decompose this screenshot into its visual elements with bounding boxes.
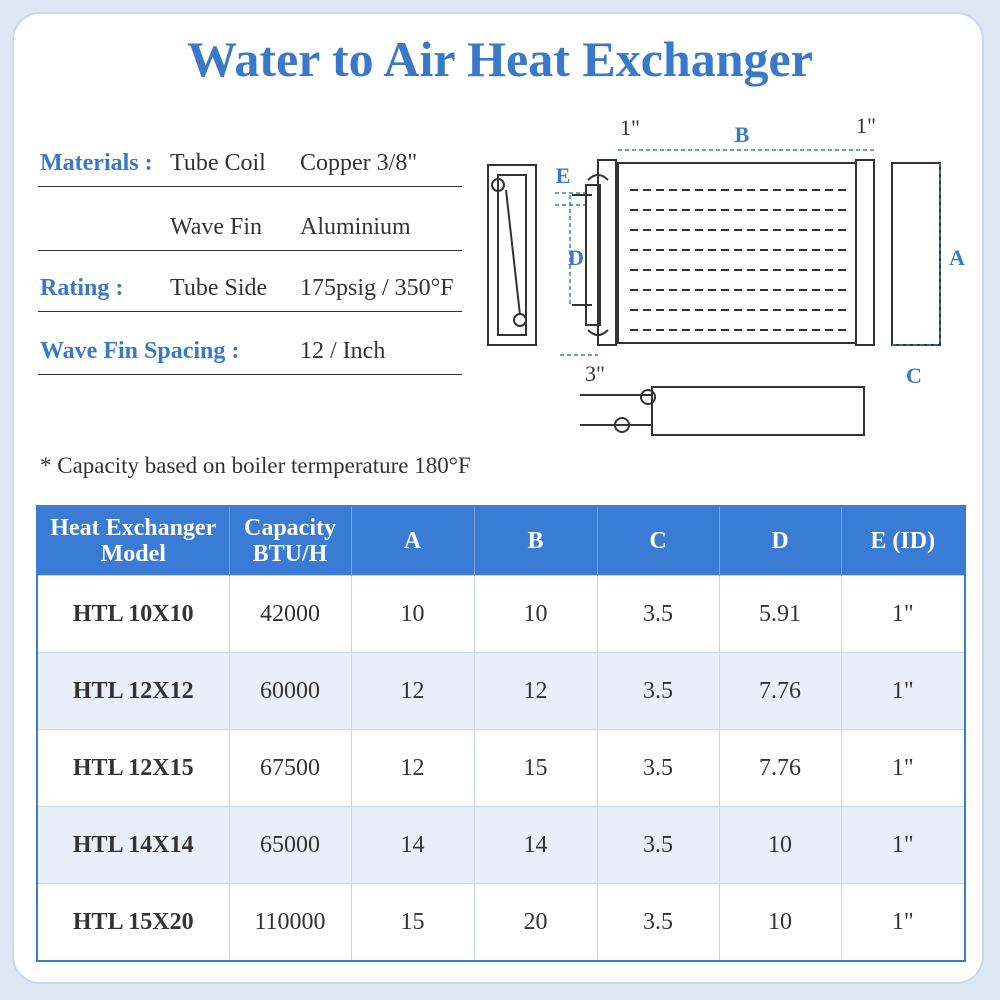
table-cell: 5.91: [719, 575, 842, 653]
table-row: HTL 10X10 42000 10 10 3.5 5.91 1": [37, 575, 966, 653]
table-cell: 7.76: [719, 652, 842, 730]
spec-label: Wave Fin Spacing :: [40, 338, 240, 364]
table-cell: 14: [351, 806, 475, 884]
diagram: 1" B 1" E D A 3" C: [487, 113, 965, 436]
table-cell: 10: [719, 806, 842, 884]
table-cell: 10: [474, 575, 598, 653]
table-cell: 60000: [229, 652, 352, 730]
spec-item: Tube Coil: [170, 150, 266, 176]
header-row: Heat Exchanger Model Capacity BTU/H A B C D E (I…: [37, 506, 966, 576]
header-cell: D: [719, 506, 842, 576]
dimension-label: B: [735, 122, 750, 147]
spec-table: Heat Exchanger Model Capacity BTU/H A B C D E (I…: [36, 505, 966, 962]
table-cell: 1": [841, 652, 966, 730]
table-cell: 12: [474, 652, 598, 730]
table-cell: 20: [474, 883, 598, 961]
table-cell: 7.76: [719, 729, 842, 807]
table-cell: 3.5: [597, 729, 720, 807]
header-cell: Capacity BTU/H: [229, 506, 352, 576]
header-text: E (ID): [870, 528, 936, 554]
header-text: Capacity: [244, 515, 336, 541]
dimension-label: D: [568, 245, 584, 270]
model-cell: HTL 12X15: [37, 729, 230, 807]
header-text: Model: [100, 541, 166, 567]
dimension-lines: [555, 149, 941, 356]
spec-value: 175psig / 350°F: [300, 275, 454, 301]
table-cell: 1": [841, 729, 966, 807]
model-cell: HTL 15X20: [37, 883, 230, 961]
header-cell: A: [351, 506, 475, 576]
spec-value: Copper 3/8": [300, 150, 418, 176]
spec-value: Aluminium: [300, 214, 411, 240]
table-row: HTL 14X14 65000 14 14 3.5 10 1": [37, 806, 966, 884]
spec-row: Wave Fin Aluminium: [38, 210, 462, 251]
table-cell: 3.5: [597, 575, 720, 653]
header-text: Heat Exchanger: [50, 515, 217, 541]
spec-item: Wave Fin: [170, 214, 263, 240]
dimension-label: 1": [856, 113, 876, 138]
dimension-label: C: [906, 363, 922, 388]
table-row: HTL 12X15 67500 12 15 3.5 7.76 1": [37, 729, 966, 807]
header-cell: E (ID): [841, 506, 966, 576]
model-cell: HTL 14X14: [37, 806, 230, 884]
title: Water to Air Heat Exchanger: [187, 31, 813, 87]
header-cell: Heat Exchanger Model: [37, 506, 230, 576]
header-text: D: [771, 528, 789, 554]
table-cell: 15: [474, 729, 598, 807]
table-cell: 12: [351, 652, 475, 730]
header-cell: B: [474, 506, 598, 576]
table-cell: 1": [841, 806, 966, 884]
header-text: A: [403, 528, 422, 554]
header-text: BTU/H: [252, 541, 328, 567]
table-cell: 42000: [229, 575, 352, 653]
table-cell: 1": [841, 575, 966, 653]
spec-row: Materials : Tube Coil Copper 3/8": [38, 146, 462, 187]
table-cell: 67500: [229, 729, 352, 807]
table-cell: 3.5: [597, 652, 720, 730]
spec-row: Wave Fin Spacing : 12 / Inch: [38, 334, 462, 375]
model-cell: HTL 10X10: [37, 575, 230, 653]
dimension-label: 3": [585, 361, 605, 386]
table-row: HTL 12X12 60000 12 12 3.5 7.76 1": [37, 652, 966, 730]
dimension-label: 1": [620, 115, 640, 140]
spec-item: Tube Side: [170, 275, 268, 301]
fin-lines: [630, 189, 850, 331]
dimension-label: E: [556, 163, 571, 188]
table-cell: 110000: [229, 883, 352, 961]
table-cell: 10: [351, 575, 475, 653]
table-body: HTL 10X10 42000 10 10 3.5 5.91 1" HTL 12X12 6000…: [37, 575, 966, 961]
table-cell: 14: [474, 806, 598, 884]
note: * Capacity based on boiler termperature …: [40, 453, 471, 478]
table-cell: 3.5: [597, 883, 720, 961]
table-cell: 12: [351, 729, 475, 807]
spec-row: Rating : Tube Side 175psig / 350°F: [38, 271, 462, 312]
table-cell: 65000: [229, 806, 352, 884]
header-text: C: [649, 528, 667, 554]
table-cell: 1": [841, 883, 966, 961]
model-cell: HTL 12X12: [37, 652, 230, 730]
table-row: HTL 15X20 110000 15 20 3.5 10 1": [37, 883, 966, 961]
header-text: B: [527, 528, 544, 554]
spec-label: Rating :: [40, 275, 124, 301]
table-cell: 3.5: [597, 806, 720, 884]
table-cell: 10: [719, 883, 842, 961]
table-cell: 15: [351, 883, 475, 961]
spec-label: Materials :: [40, 150, 153, 176]
drawing: [487, 159, 941, 436]
spec-value: 12 / Inch: [300, 338, 386, 364]
header-cell: C: [597, 506, 720, 576]
dimension-label: A: [949, 245, 965, 270]
